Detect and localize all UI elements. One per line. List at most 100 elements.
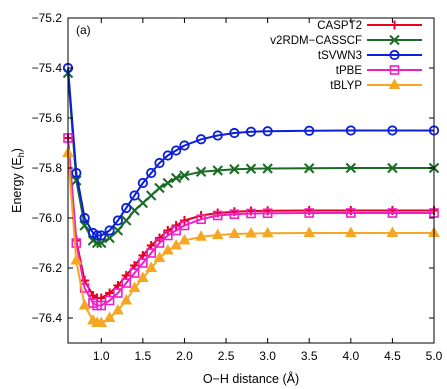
data-point-v2rdm-casscf xyxy=(121,215,132,226)
data-point-tblyp xyxy=(145,261,158,272)
y-axis-label-close: ) xyxy=(10,148,24,152)
data-point-v2rdm-casscf xyxy=(170,172,182,184)
data-point-tpbe xyxy=(104,295,115,306)
data-point-tsvwn3 xyxy=(112,215,124,226)
data-point-v2rdm-casscf xyxy=(112,225,124,236)
data-point-tblyp xyxy=(261,226,274,238)
y-axis-label: Energy (Eh) xyxy=(10,148,26,213)
series-tblyp xyxy=(62,146,440,327)
data-point-tsvwn3 xyxy=(345,125,356,136)
data-point-v2rdm-casscf xyxy=(195,166,207,177)
legend-entry: v2RDM−CASSCF xyxy=(270,34,422,47)
x-tick-label: 4.5 xyxy=(384,349,401,363)
data-point-tblyp xyxy=(120,293,133,305)
data-point-tpbe xyxy=(71,238,82,248)
y-axis-label-subscript: h xyxy=(16,152,26,157)
data-point-tsvwn3 xyxy=(304,125,315,136)
data-point-v2rdm-casscf xyxy=(154,182,165,194)
data-point-v2rdm-casscf xyxy=(145,190,157,201)
data-point-tblyp xyxy=(386,226,399,237)
legend-label: tPBE xyxy=(336,65,363,77)
legend-entry: tBLYP xyxy=(330,78,422,92)
data-point-tpbe xyxy=(163,230,173,241)
data-point-v2rdm-casscf xyxy=(245,163,257,174)
y-tick-label: −75.4 xyxy=(32,61,63,75)
data-point-tpbe xyxy=(196,214,206,225)
data-point-tblyp xyxy=(70,253,83,265)
data-point-tsvwn3 xyxy=(171,145,182,156)
data-point-tpbe xyxy=(96,300,107,311)
y-tick-label: −76.2 xyxy=(32,261,63,275)
data-point-tsvwn3 xyxy=(146,167,157,179)
x-axis-label: O−H distance (Å) xyxy=(203,371,299,386)
data-point-v2rdm-casscf xyxy=(179,170,190,181)
x-tick-label: 2.5 xyxy=(218,349,235,363)
data-point-tblyp xyxy=(228,227,241,238)
series-v2rdm-casscf xyxy=(62,67,440,249)
data-point-tpbe xyxy=(229,209,240,220)
data-point-tpbe xyxy=(121,278,132,288)
x-tick-label: 2.0 xyxy=(176,349,193,363)
data-point-tpbe xyxy=(262,208,273,219)
data-point-tblyp xyxy=(112,303,124,315)
series-tsvwn3 xyxy=(62,62,440,241)
data-point-tpbe xyxy=(304,208,315,218)
legend: CASPT2 v2RDM−CASSCF tSVWN3 tPBE tBLYP xyxy=(270,20,422,92)
legend-entry: CASPT2 xyxy=(317,20,422,32)
y-tick-label: −75.8 xyxy=(32,161,63,175)
data-point-tblyp xyxy=(211,228,224,239)
data-point-tblyp xyxy=(178,233,191,245)
legend-label: v2RDM−CASSCF xyxy=(270,35,362,47)
legend-marker xyxy=(389,49,400,61)
data-point-tsvwn3 xyxy=(137,177,148,189)
legend-label: tBLYP xyxy=(330,80,362,92)
data-point-v2rdm-casscf xyxy=(162,177,174,189)
data-point-tsvwn3 xyxy=(71,167,82,179)
data-point-caspt2 xyxy=(171,221,181,230)
data-point-tsvwn3 xyxy=(129,190,140,201)
data-point-tpbe xyxy=(346,208,356,218)
x-tick-label: 4.0 xyxy=(342,349,359,363)
legend-label: tSVWN3 xyxy=(318,50,362,62)
data-point-tsvwn3 xyxy=(262,126,273,137)
data-point-v2rdm-casscf xyxy=(212,165,223,176)
y-tick-label: −75.6 xyxy=(32,111,63,125)
legend-marker xyxy=(389,34,400,46)
data-point-tblyp xyxy=(344,226,357,237)
data-point-caspt2 xyxy=(179,216,189,225)
chart-marks xyxy=(62,62,440,327)
data-point-tsvwn3 xyxy=(179,140,190,151)
y-tick-label: −75.2 xyxy=(32,11,63,25)
data-point-v2rdm-casscf xyxy=(229,164,240,175)
data-point-tpbe xyxy=(171,225,181,236)
data-point-tpbe xyxy=(146,248,156,258)
data-point-tblyp xyxy=(103,311,116,322)
data-point-tpbe xyxy=(212,210,223,221)
data-point-v2rdm-casscf xyxy=(71,175,82,186)
y-axis-label-main: Energy (E xyxy=(10,157,24,213)
legend-marker xyxy=(390,20,399,30)
data-point-tpbe xyxy=(246,208,256,219)
legend-entry: tPBE xyxy=(336,65,422,77)
data-point-v2rdm-casscf xyxy=(387,162,398,174)
data-point-v2rdm-casscf xyxy=(304,163,315,174)
data-point-tsvwn3 xyxy=(229,127,240,139)
y-tick-label: −76.4 xyxy=(32,311,63,325)
data-point-tsvwn3 xyxy=(121,202,132,214)
x-tick-label: 3.0 xyxy=(259,349,276,363)
data-point-tsvwn3 xyxy=(154,157,165,169)
data-point-tpbe xyxy=(138,258,148,268)
legend-entry: tSVWN3 xyxy=(318,49,422,62)
data-point-tsvwn3 xyxy=(245,126,257,137)
data-point-tpbe xyxy=(387,208,398,218)
data-point-tpbe xyxy=(179,220,190,231)
data-point-tsvwn3 xyxy=(104,225,115,236)
legend-marker xyxy=(389,65,400,75)
data-point-tsvwn3 xyxy=(79,212,90,224)
data-point-tpbe xyxy=(113,288,123,298)
legend-label: CASPT2 xyxy=(317,20,362,32)
x-axis-ticks: 1.0 1.5 2.0 2.5 3.0 3.5 4.0 4.5 5.0 xyxy=(93,18,443,363)
series-line-tblyp xyxy=(67,152,434,324)
series-tpbe xyxy=(63,133,439,311)
